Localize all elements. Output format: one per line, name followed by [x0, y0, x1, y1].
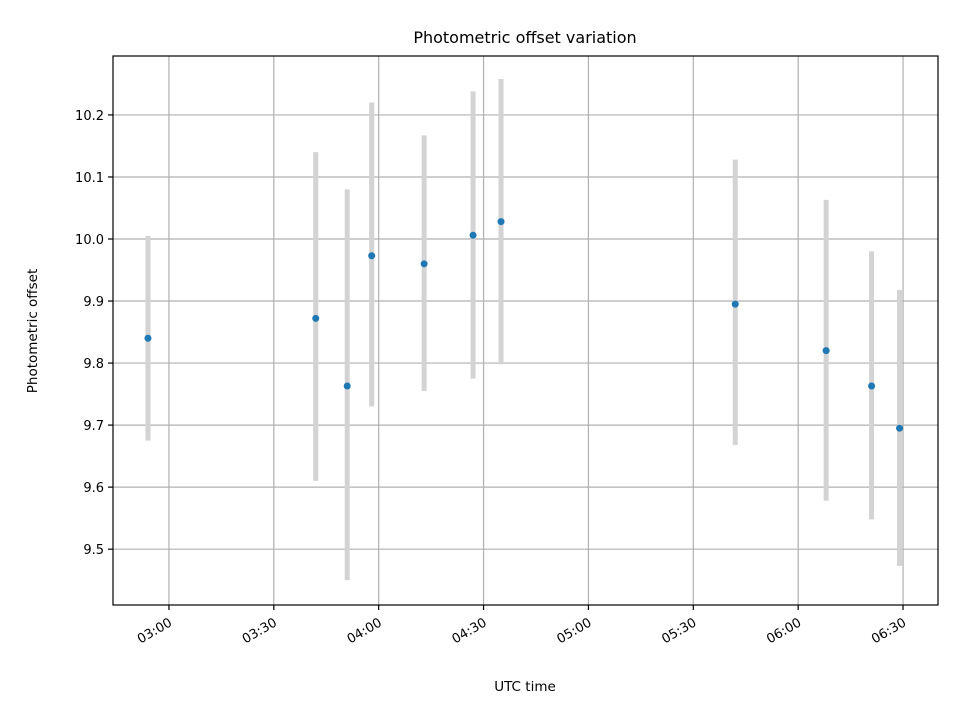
plot-frame	[112, 55, 939, 606]
y-axis-label: Photometric offset	[25, 269, 41, 393]
y-tick-label: 9.9	[83, 295, 104, 310]
y-axis-ticks: 9.5 9.6 9.7 9.8 9.9 10.0 10.1 10.2	[75, 109, 113, 558]
x-tick-label: 03:00	[135, 615, 175, 647]
data-point	[822, 347, 830, 355]
data-point	[368, 252, 376, 260]
error-bars	[145, 78, 903, 581]
data-point	[868, 382, 876, 390]
data-point	[896, 424, 904, 432]
y-tick-label: 10.1	[75, 171, 104, 186]
x-tick-label: 04:30	[450, 615, 490, 647]
x-axis-label: UTC time	[494, 679, 556, 695]
data-point	[343, 382, 351, 390]
x-tick-label: 05:00	[554, 615, 594, 647]
x-axis-ticks: 03:00 03:30 04:00 04:30 05:00 05:30 06:00 06:30	[135, 605, 909, 647]
y-tick-label: 9.6	[83, 481, 104, 496]
data-point	[497, 218, 505, 226]
x-tick-label: 03:30	[240, 615, 280, 647]
y-tick-label: 9.5	[83, 543, 104, 558]
data-points	[144, 218, 904, 432]
grid-lines	[113, 56, 938, 605]
data-point	[420, 260, 428, 268]
x-tick-label: 04:00	[345, 615, 385, 647]
chart-title: Photometric offset variation	[413, 28, 636, 47]
y-tick-label: 9.8	[83, 357, 104, 372]
x-tick-label: 06:00	[764, 615, 804, 647]
x-tick-label: 06:30	[869, 615, 909, 647]
data-point	[469, 231, 477, 239]
data-point	[731, 300, 739, 308]
data-point	[144, 334, 152, 342]
y-tick-label: 10.2	[75, 109, 104, 124]
y-tick-label: 10.0	[75, 233, 104, 248]
data-point	[312, 314, 320, 322]
x-tick-label: 05:30	[659, 615, 699, 647]
y-tick-label: 9.7	[83, 419, 104, 434]
